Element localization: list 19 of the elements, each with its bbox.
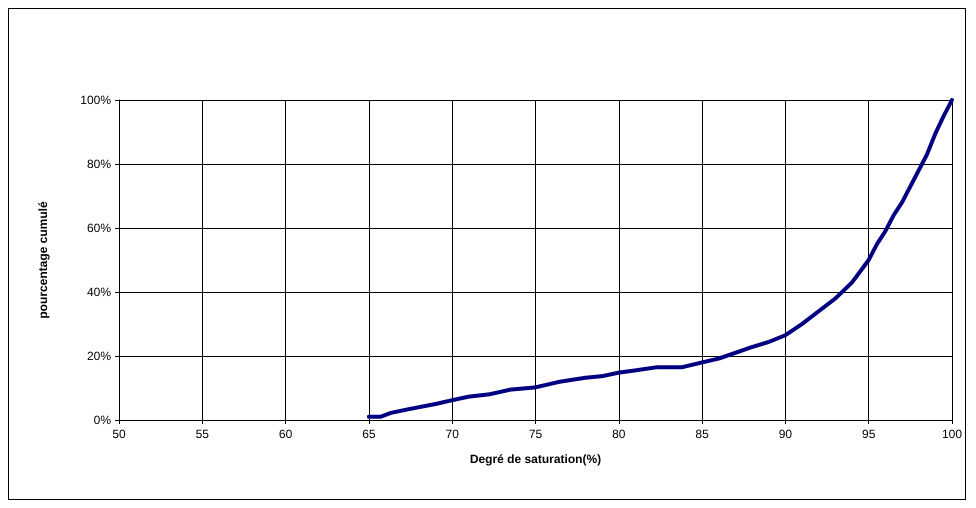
y-tick-label: 60% bbox=[86, 221, 112, 235]
x-tick-label: 50 bbox=[112, 427, 126, 441]
x-tick-label: 90 bbox=[778, 427, 792, 441]
x-tick-label: 60 bbox=[278, 427, 293, 441]
x-tick-label: 70 bbox=[446, 427, 460, 441]
x-tick-label: 65 bbox=[362, 427, 376, 441]
x-tick-label: 80 bbox=[612, 427, 626, 441]
y-tick-label: 40% bbox=[86, 285, 112, 299]
y-tick-label: 100% bbox=[80, 93, 112, 107]
x-tick-label: 95 bbox=[862, 427, 876, 441]
x-tick-label: 85 bbox=[695, 427, 710, 441]
y-axis-title: pourcentage cumulé bbox=[36, 200, 50, 319]
x-tick-label: 75 bbox=[528, 427, 542, 441]
y-tick-label: 20% bbox=[86, 349, 112, 363]
x-axis-title: Degré de saturation(%) bbox=[470, 452, 602, 466]
x-tick-label: 55 bbox=[196, 427, 210, 441]
y-tick-label: 0% bbox=[94, 413, 112, 427]
y-tick-label: 80% bbox=[86, 157, 112, 171]
x-tick-label: 100 bbox=[942, 427, 962, 441]
